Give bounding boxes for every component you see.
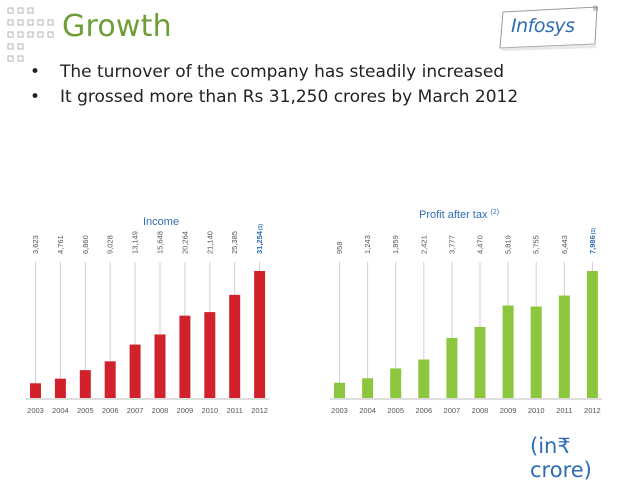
profit-value-label: 3,777 bbox=[447, 235, 456, 254]
income-value-label: 6,860 bbox=[81, 235, 90, 254]
income-chart-group: Income 3,623 2003 4,761 2004 6,860 2005 9,028 20… bbox=[26, 216, 270, 415]
profit-bar bbox=[558, 295, 570, 398]
income-value-label: 31,254(1) bbox=[255, 224, 264, 254]
income-bar bbox=[254, 271, 266, 398]
logo-text: Infosys bbox=[511, 15, 575, 37]
profit-chart-title-note: (2) bbox=[490, 209, 499, 216]
income-year-label: 2009 bbox=[177, 406, 194, 415]
infosys-logo: Infosys ® bbox=[497, 6, 601, 51]
profit-year-label: 2008 bbox=[472, 406, 489, 415]
profit-year-label: 2003 bbox=[331, 406, 348, 415]
profit-year-label: 2009 bbox=[500, 406, 517, 415]
bullet-dot: • bbox=[30, 62, 41, 82]
bullet-item: • The turnover of the company has steadil… bbox=[30, 62, 518, 82]
profit-value-label: 6,443 bbox=[560, 235, 569, 254]
income-value-label: 15,648 bbox=[156, 231, 165, 254]
profit-bar bbox=[418, 359, 430, 398]
income-value-label: 9,028 bbox=[106, 235, 115, 254]
income-bar bbox=[229, 294, 241, 398]
profit-chart-title: Profit after tax (2) bbox=[419, 209, 499, 221]
income-value-label-note: (1) bbox=[258, 224, 264, 230]
profit-year-label: 2006 bbox=[415, 406, 432, 415]
income-bar bbox=[79, 370, 91, 398]
profit-bar bbox=[530, 306, 542, 398]
profit-value-label: 5,755 bbox=[532, 235, 541, 254]
profit-year-label: 2007 bbox=[444, 406, 461, 415]
income-year-label: 2008 bbox=[152, 406, 169, 415]
profit-value-label: 1,859 bbox=[391, 235, 400, 254]
income-value-label: 4,761 bbox=[56, 235, 65, 254]
profit-bar bbox=[362, 378, 374, 398]
profit-value-label-note: (1) bbox=[591, 228, 597, 234]
income-value-label: 25,385 bbox=[230, 231, 239, 254]
profit-year-label: 2011 bbox=[556, 406, 572, 415]
income-year-label: 2010 bbox=[201, 406, 218, 415]
income-year-label: 2012 bbox=[251, 406, 268, 415]
income-bar bbox=[179, 315, 191, 398]
profit-year-label: 2012 bbox=[584, 406, 601, 415]
income-year-label: 2011 bbox=[227, 406, 243, 415]
profit-value-label: 5,819 bbox=[504, 235, 513, 254]
income-year-label: 2005 bbox=[77, 406, 94, 415]
profit-year-label: 2005 bbox=[387, 406, 404, 415]
income-value-label: 21,140 bbox=[205, 231, 214, 254]
logo-frame bbox=[499, 6, 598, 51]
profit-chart-group: Profit after tax (2) 958 2003 1,243 2004 1,859… bbox=[330, 209, 602, 415]
income-bar bbox=[54, 378, 66, 398]
income-year-label: 2004 bbox=[52, 406, 69, 415]
income-bar bbox=[104, 361, 116, 398]
logo-registered-mark: ® bbox=[592, 6, 598, 13]
income-year-label: 2007 bbox=[127, 406, 144, 415]
income-value-label: 3,623 bbox=[31, 235, 40, 254]
income-value-label: 20,264 bbox=[180, 231, 189, 254]
profit-bar bbox=[390, 368, 402, 398]
profit-bar bbox=[586, 271, 598, 398]
income-bar bbox=[154, 334, 166, 398]
slide-title: Growth bbox=[62, 9, 172, 44]
profit-value-label: 958 bbox=[335, 241, 344, 254]
bullet-text: It grossed more than Rs 31,250 crores by… bbox=[60, 87, 519, 107]
profit-value-label: 1,243 bbox=[363, 235, 372, 254]
income-year-label: 2006 bbox=[102, 406, 119, 415]
income-bar bbox=[30, 383, 41, 398]
income-year-label: 2003 bbox=[27, 406, 44, 415]
profit-value-label: 2,421 bbox=[419, 235, 428, 254]
income-bar bbox=[204, 312, 216, 398]
profit-year-label: 2004 bbox=[359, 406, 376, 415]
profit-bar bbox=[446, 337, 458, 398]
profit-bar bbox=[502, 305, 514, 398]
income-value-label: 13,149 bbox=[131, 231, 140, 254]
income-bar bbox=[129, 344, 141, 398]
profit-bar bbox=[474, 326, 486, 398]
profit-value-label: 7,986(1) bbox=[588, 228, 597, 254]
decorative-square-grid bbox=[7, 7, 54, 62]
bullet-text: The turnover of the company has steadily… bbox=[60, 62, 505, 82]
unit-note: (in₹ crore) bbox=[530, 434, 592, 482]
bullet-dot: • bbox=[30, 87, 41, 107]
bullet-list: • The turnover of the company has steadil… bbox=[30, 62, 518, 112]
profit-year-label: 2010 bbox=[528, 406, 545, 415]
income-chart-title: Income bbox=[143, 216, 179, 228]
bullet-item: • It grossed more than Rs 31,250 crores b… bbox=[30, 87, 518, 107]
profit-value-label: 4,470 bbox=[476, 235, 485, 254]
profit-bar bbox=[334, 382, 345, 398]
